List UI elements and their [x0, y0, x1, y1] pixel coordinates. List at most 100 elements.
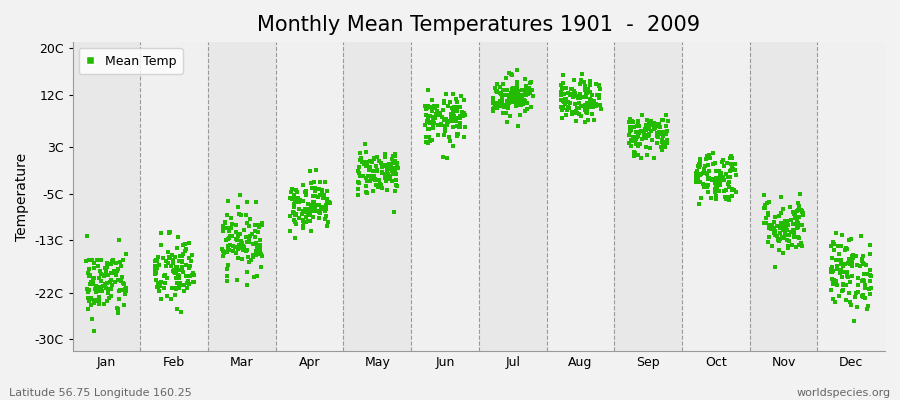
Point [838, 281, 852, 288]
Point [702, 174, 716, 181]
Point [579, 109, 593, 116]
Point [425, 97, 439, 103]
Point [688, 176, 703, 182]
Point [383, 176, 398, 182]
Point [100, 280, 114, 286]
Point [112, 296, 127, 302]
Point [768, 232, 782, 238]
Point [320, 200, 335, 206]
Point [152, 280, 166, 287]
Point [643, 145, 657, 151]
Point [629, 141, 643, 148]
Point [215, 246, 230, 252]
Point [639, 125, 653, 132]
Point [837, 261, 851, 268]
Point [511, 93, 526, 100]
Point [422, 126, 436, 132]
Point [170, 280, 184, 286]
Point [841, 260, 855, 266]
Point [231, 254, 246, 261]
Point [246, 241, 260, 248]
Point [836, 280, 850, 287]
Point [836, 269, 850, 276]
Point [517, 92, 531, 98]
Point [96, 272, 111, 278]
Point [222, 247, 237, 253]
Point [486, 100, 500, 106]
Point [292, 206, 306, 212]
Point [493, 98, 508, 104]
Point [80, 233, 94, 240]
Point [760, 200, 774, 206]
Point [185, 270, 200, 276]
Point [94, 284, 109, 291]
Point [453, 115, 467, 121]
Point [652, 121, 666, 127]
Point [500, 98, 514, 104]
Point [418, 106, 433, 112]
Point [372, 176, 386, 183]
Point [518, 92, 533, 98]
Point [772, 225, 787, 231]
Point [833, 243, 848, 250]
Point [172, 273, 186, 280]
Point [554, 92, 568, 98]
Point [92, 298, 106, 304]
Point [381, 162, 395, 168]
Point [842, 256, 857, 262]
Point [239, 268, 254, 275]
Point [166, 256, 180, 263]
Point [446, 104, 461, 110]
Point [372, 158, 386, 164]
Point [284, 196, 299, 202]
Point [641, 133, 655, 140]
Point [309, 167, 323, 174]
Point [148, 256, 163, 263]
Point [787, 221, 801, 228]
Point [649, 139, 663, 146]
Point [850, 262, 864, 268]
Bar [73, 42, 140, 351]
Point [854, 232, 868, 239]
Point [229, 250, 243, 256]
Point [233, 244, 248, 251]
Point [389, 182, 403, 188]
Point [714, 177, 728, 184]
Point [175, 258, 189, 265]
Point [312, 210, 327, 216]
Point [791, 223, 806, 229]
Point [150, 254, 165, 260]
Point [85, 257, 99, 264]
Point [728, 161, 742, 167]
Point [580, 100, 594, 106]
Point [384, 156, 399, 162]
Point [724, 155, 739, 162]
Point [518, 98, 532, 104]
Point [518, 108, 532, 114]
Point [118, 286, 132, 292]
Point [779, 226, 794, 233]
Point [426, 117, 440, 123]
Point [174, 309, 188, 315]
Point [317, 192, 331, 198]
Point [87, 297, 102, 303]
Point [788, 211, 802, 217]
Point [446, 91, 461, 97]
Point [228, 244, 242, 250]
Point [509, 79, 524, 85]
Point [788, 229, 802, 235]
Point [834, 232, 849, 238]
Point [655, 137, 670, 143]
Bar [411, 42, 479, 351]
Point [565, 108, 580, 115]
Point [622, 119, 636, 125]
Point [634, 155, 648, 161]
Point [720, 160, 734, 166]
Point [756, 204, 770, 211]
Text: worldspecies.org: worldspecies.org [796, 388, 891, 398]
Point [311, 215, 326, 221]
Point [494, 103, 508, 109]
Point [314, 192, 328, 198]
Point [234, 211, 248, 218]
Point [176, 251, 191, 258]
